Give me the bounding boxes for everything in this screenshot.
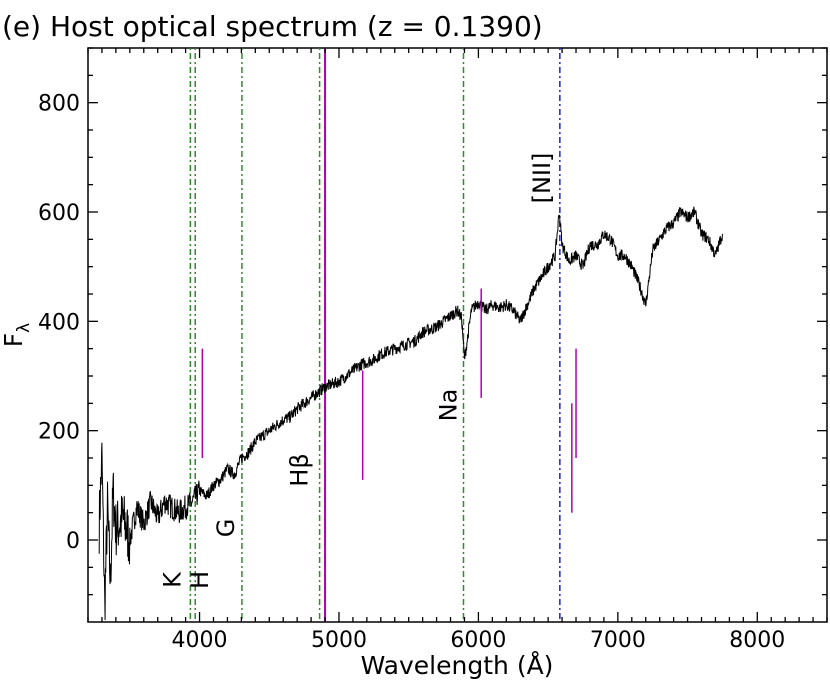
chart-title: (e) Host optical spectrum (z = 0.1390)	[2, 10, 543, 43]
plot-frame	[87, 47, 828, 623]
x-tick-label: 7000	[590, 628, 646, 653]
svg-text:Fλ: Fλ	[0, 323, 34, 347]
spectrum-series	[98, 206, 723, 621]
x-tick-label: 6000	[450, 628, 506, 653]
line-label-1: H	[186, 571, 214, 589]
line-label-3: Hβ	[286, 453, 314, 486]
y-axis-title-main: F	[0, 333, 28, 347]
x-tick-label: 8000	[729, 628, 785, 653]
plot-content: K H G Hβ Na [NII]	[98, 48, 723, 622]
y-axis-title: Fλ	[0, 323, 34, 347]
y-tick-label: 0	[66, 529, 80, 554]
line-label-0: K	[158, 571, 186, 588]
axes: 4000 5000 6000 7000 8000 0 200 400 600 800	[38, 47, 828, 653]
line-label-5: [NII]	[528, 153, 556, 204]
y-tick-label: 400	[38, 310, 80, 335]
y-axis-title-sub: λ	[14, 323, 34, 333]
y-tick-label: 600	[38, 201, 80, 226]
x-tick-label: 4000	[172, 628, 228, 653]
line-label-4: Na	[434, 389, 462, 422]
line-label-2: G	[212, 519, 240, 538]
y-tick-label: 200	[38, 420, 80, 445]
x-tick-label: 5000	[311, 628, 367, 653]
x-axis-title: Wavelength (Å)	[361, 651, 554, 680]
y-tick-label: 800	[38, 92, 80, 117]
